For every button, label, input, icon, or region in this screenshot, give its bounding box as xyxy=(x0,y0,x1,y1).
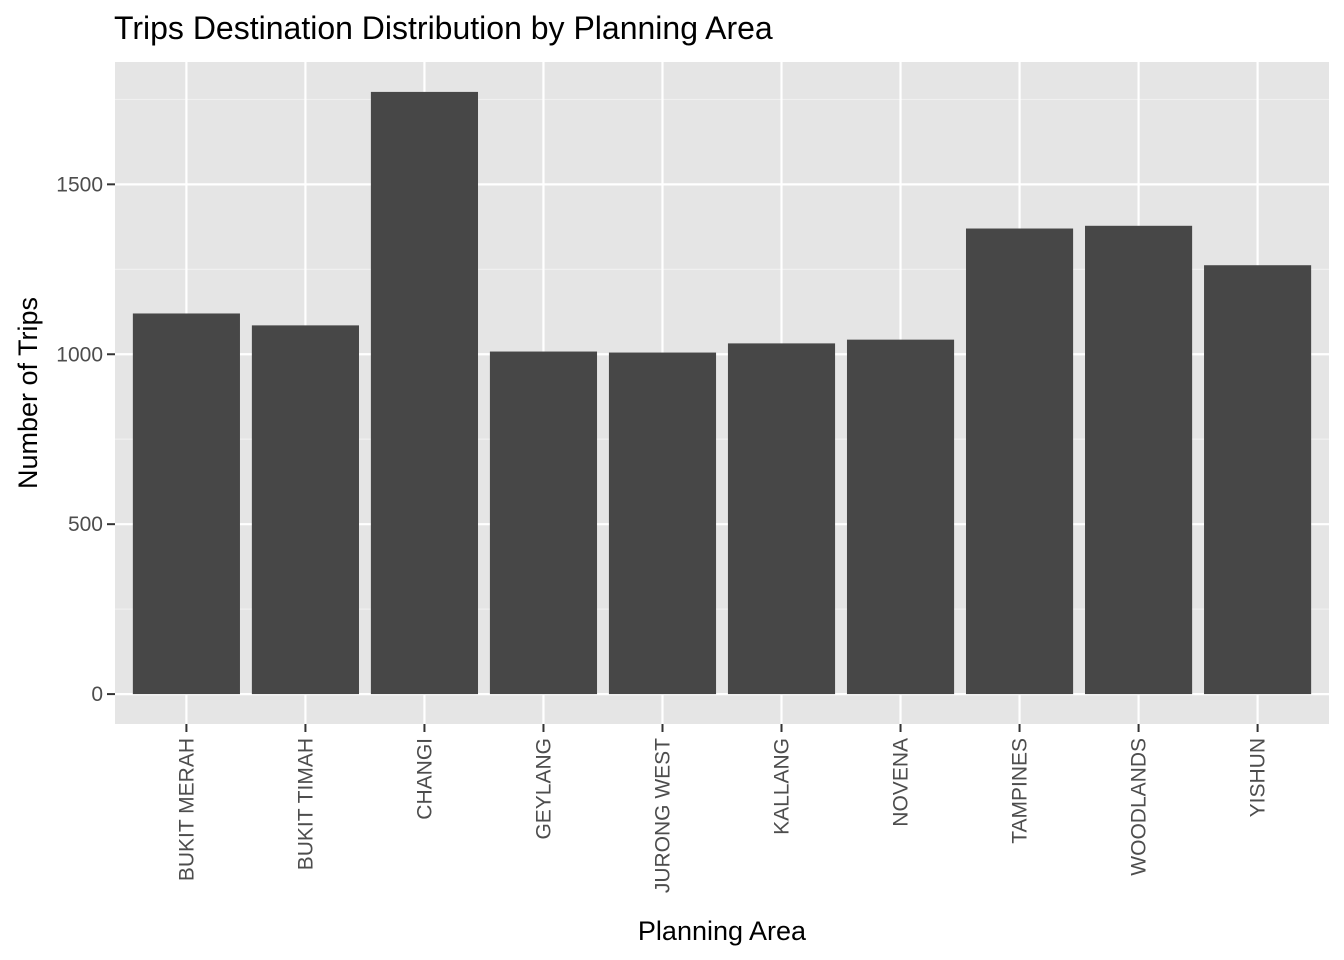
y-tick-label: 500 xyxy=(68,513,103,536)
x-tick-label: NOVENA xyxy=(890,738,913,827)
y-tick-label: 1500 xyxy=(56,173,103,196)
y-axis-title: Number of Trips xyxy=(13,297,43,489)
x-tick-label: BUKIT MERAH xyxy=(175,738,198,881)
bar xyxy=(608,352,717,695)
bar xyxy=(1085,225,1193,695)
y-tick-label: 0 xyxy=(91,683,103,706)
bar xyxy=(846,339,955,695)
y-tick-label: 1000 xyxy=(56,343,103,366)
x-tick-label: GEYLANG xyxy=(532,738,555,840)
x-axis: BUKIT MERAH BUKIT TIMAH CHANGI GEYLANG JURON… xyxy=(175,724,1270,893)
bar xyxy=(132,313,240,695)
x-tick-label: JURONG WEST xyxy=(651,738,674,893)
bar xyxy=(1204,265,1312,695)
x-tick-label: TAMPINES xyxy=(1009,738,1032,844)
x-tick-label: KALLANG xyxy=(771,738,794,835)
y-axis: 0 500 1000 1500 xyxy=(56,173,115,706)
chart-title: Trips Destination Distribution by Planni… xyxy=(114,10,773,46)
x-tick-label: CHANGI xyxy=(413,738,436,820)
bar xyxy=(965,228,1074,695)
x-tick-label: BUKIT TIMAH xyxy=(294,738,317,870)
bar xyxy=(727,343,836,695)
bar xyxy=(489,351,598,695)
bars xyxy=(132,91,1312,695)
x-tick-label: YISHUN xyxy=(1247,738,1270,817)
x-tick-label: WOODLANDS xyxy=(1128,738,1151,876)
bar xyxy=(251,325,359,695)
x-axis-title: Planning Area xyxy=(638,916,807,946)
bar xyxy=(370,91,479,695)
